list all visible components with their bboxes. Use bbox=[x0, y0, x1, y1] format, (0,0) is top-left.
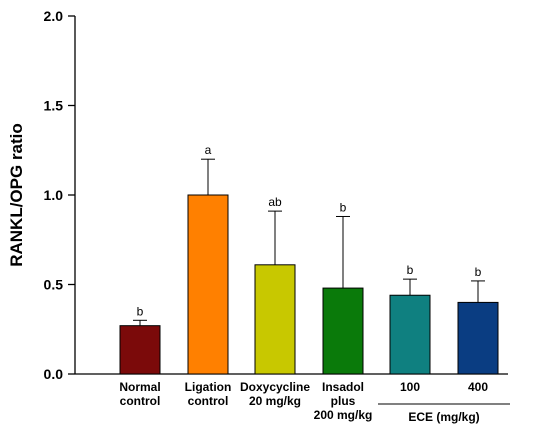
category-label: 400 bbox=[468, 380, 488, 394]
bars bbox=[119, 158, 499, 375]
significance-label: b bbox=[475, 265, 482, 279]
category-label: 100 bbox=[400, 380, 420, 394]
y-axis-label: RANKL/OPG ratio bbox=[7, 123, 26, 267]
bar bbox=[457, 301, 499, 375]
group-label: ECE (mg/kg) bbox=[408, 410, 479, 424]
significance-label: b bbox=[340, 200, 347, 214]
y-tick-label: 0.5 bbox=[44, 277, 64, 293]
category-label: Insadol bbox=[322, 380, 364, 394]
category-label: 200 mg/kg bbox=[314, 408, 373, 422]
bar bbox=[254, 264, 296, 375]
significance-label: b bbox=[137, 304, 144, 318]
y-tick-label: 1.0 bbox=[44, 187, 64, 203]
significance-label: ab bbox=[268, 195, 282, 209]
category-label: plus bbox=[331, 394, 356, 408]
category-label: Doxycycline bbox=[240, 380, 310, 394]
category-label: control bbox=[188, 394, 229, 408]
category-label: control bbox=[120, 394, 161, 408]
bar bbox=[187, 194, 229, 375]
category-label: Ligation bbox=[185, 380, 232, 394]
y-tick-label: 0.0 bbox=[44, 366, 64, 382]
significance-label: a bbox=[205, 143, 212, 157]
significance-label: b bbox=[407, 263, 414, 277]
y-tick-label: 1.5 bbox=[44, 98, 64, 114]
bar bbox=[389, 294, 431, 375]
category-label: Normal bbox=[119, 380, 160, 394]
category-label: 20 mg/kg bbox=[249, 394, 301, 408]
bar bbox=[322, 287, 364, 375]
y-tick-label: 2.0 bbox=[44, 8, 64, 24]
bar bbox=[119, 325, 161, 375]
